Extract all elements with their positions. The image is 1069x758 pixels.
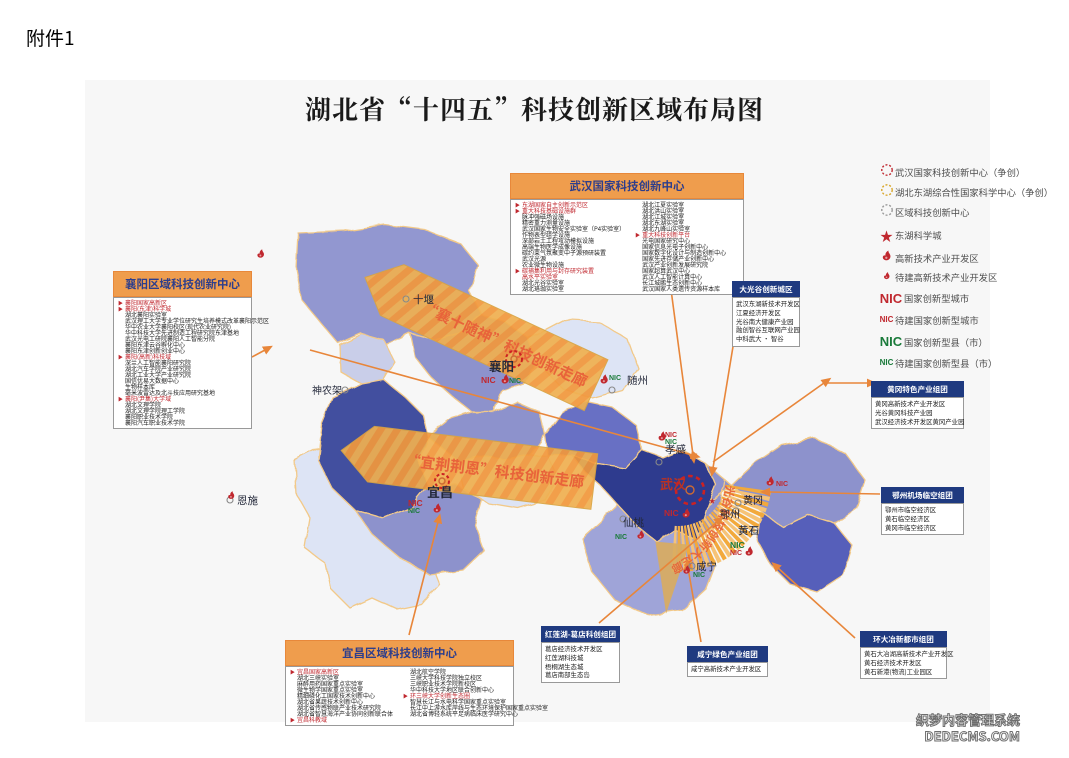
svg-text:黄石: 黄石: [738, 523, 759, 538]
svg-text:NIC: NIC: [408, 508, 420, 515]
svg-text:恩施: 恩施: [237, 493, 258, 508]
svg-text:NIC: NIC: [509, 378, 521, 385]
svg-text:NIC: NIC: [665, 432, 677, 439]
svg-text:NIC: NIC: [408, 498, 423, 508]
svg-text:宜昌: 宜昌: [427, 482, 453, 501]
svg-text:NIC: NIC: [730, 550, 742, 557]
svg-text:NIC: NIC: [693, 572, 705, 579]
svg-text:十堰: 十堰: [413, 292, 434, 307]
svg-text:NIC: NIC: [665, 439, 677, 446]
svg-text:NIC: NIC: [730, 540, 745, 550]
svg-text:NIC: NIC: [664, 508, 679, 518]
svg-text:黄冈: 黄冈: [743, 492, 763, 507]
svg-text:神农架: 神农架: [312, 382, 342, 397]
svg-text:NIC: NIC: [609, 375, 621, 382]
svg-text:鄂州: 鄂州: [720, 506, 740, 521]
svg-text:襄阳: 襄阳: [489, 356, 514, 375]
svg-text:随州: 随州: [627, 373, 648, 388]
svg-text:★: ★: [709, 495, 716, 505]
svg-text:仙桃: 仙桃: [623, 515, 644, 530]
svg-text:NIC: NIC: [776, 481, 788, 488]
svg-text:武汉: 武汉: [660, 474, 686, 493]
svg-text:NIC: NIC: [481, 375, 496, 385]
svg-text:NIC: NIC: [615, 534, 627, 541]
